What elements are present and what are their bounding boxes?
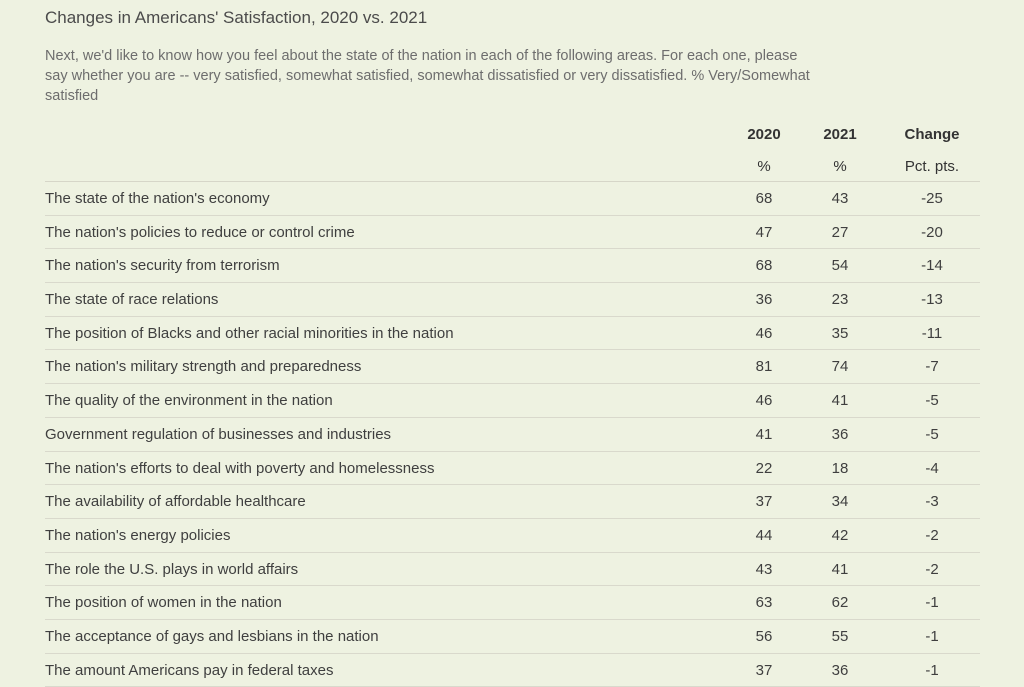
table-row: The nation's security from terrorism 68 54… [45,249,980,284]
column-unit-2021: % [833,158,847,175]
cell-value-2021: 18 [831,459,849,477]
cell-value-2021: 23 [831,291,849,309]
cell-value-2020: 44 [755,526,773,544]
table-row: The amount Americans pay in federal taxe… [45,654,980,687]
column-header-2021: 2021 [823,126,857,143]
column-header-2020: 2020 [747,126,781,143]
row-label: The nation's security from terrorism [45,257,280,275]
table-row: The quality of the environment in the na… [45,384,980,418]
cell-value-change: -1 [925,594,939,612]
table-row: The state of race relations 36 23 -13 [45,283,980,317]
row-label: The amount Americans pay in federal taxe… [45,661,334,679]
cell-value-2020: 41 [755,425,773,443]
cell-value-2021: 54 [831,257,849,275]
row-label: The quality of the environment in the na… [45,392,333,410]
cell-value-change: -11 [921,324,943,342]
cell-value-2021: 41 [831,392,849,410]
cell-value-2020: 81 [755,358,773,376]
chart-subtitle: Next, we'd like to know how you feel abo… [45,48,810,104]
table-row: The nation's energy policies 44 42 -2 [45,519,980,553]
cell-value-change: -2 [925,560,939,578]
cell-value-2020: 37 [755,661,773,679]
row-label: The nation's efforts to deal with povert… [45,459,435,477]
cell-value-2021: 55 [831,627,849,645]
table-row: The state of the nation's economy 68 43 -25 [45,182,980,216]
cell-value-change: -2 [925,526,939,544]
row-label: Government regulation of businesses and … [45,425,392,443]
table-row: The role the U.S. plays in world affairs… [45,553,980,587]
cell-value-2020: 68 [755,190,773,207]
table-row: The nation's military strength and prepa… [45,350,980,385]
table-row: The nation's policies to reduce or contr… [45,216,980,250]
cell-value-2021: 42 [831,526,849,544]
column-unit-2020: % [757,158,771,175]
row-label: The position of women in the nation [45,594,282,612]
cell-value-change: -14 [921,257,943,275]
cell-value-2021: 27 [831,223,849,241]
cell-value-2021: 41 [831,560,849,578]
row-label: The availability of affordable healthcar… [45,493,306,511]
row-label: The state of the nation's economy [45,190,270,207]
cell-value-2021: 34 [831,493,849,511]
cell-value-change: -5 [925,425,939,443]
cell-value-change: -1 [925,661,939,679]
row-label: The nation's military strength and prepa… [45,358,362,376]
cell-value-change: -5 [925,392,939,410]
table-row: The position of Blacks and other racial … [45,317,980,351]
row-label: The nation's energy policies [45,526,231,544]
cell-value-2020: 22 [755,459,773,477]
cell-value-2020: 36 [755,291,773,309]
cell-value-change: -7 [925,358,939,376]
row-label: The nation's policies to reduce or contr… [45,223,355,241]
table-row: Government regulation of businesses and … [45,418,980,452]
chart-title: Changes in Americans' Satisfaction, 2020… [45,8,428,27]
cell-value-2021: 43 [831,190,849,207]
cell-value-2021: 62 [831,594,849,612]
cell-value-change: -4 [925,459,939,477]
cell-value-2021: 36 [831,661,849,679]
table-row: The availability of affordable healthcar… [45,485,980,519]
table-body: The state of the nation's economy 68 43 -25… [45,181,980,687]
cell-value-2020: 46 [755,392,773,410]
cell-value-2020: 56 [755,627,773,645]
cell-value-2021: 36 [831,425,849,443]
row-label: The acceptance of gays and lesbians in t… [45,627,379,645]
cell-value-2021: 35 [831,324,849,342]
table-row: The nation's efforts to deal with povert… [45,452,980,486]
cell-value-2020: 68 [755,257,773,275]
row-label: The role the U.S. plays in world affairs [45,560,299,578]
cell-value-change: -13 [921,291,943,309]
column-unit-change: Pct. pts. [904,158,960,175]
row-label: The position of Blacks and other racial … [45,324,454,342]
table-row: The position of women in the nation 63 62 -… [45,586,980,620]
cell-value-2021: 74 [831,358,849,376]
cell-value-2020: 63 [755,594,773,612]
cell-value-2020: 46 [755,324,773,342]
table-row: The acceptance of gays and lesbians in t… [45,620,980,654]
cell-value-change: -1 [925,627,939,645]
cell-value-change: -25 [921,190,943,207]
cell-value-change: -20 [921,223,943,241]
row-label: The state of race relations [45,291,219,309]
cell-value-2020: 37 [755,493,773,511]
cell-value-2020: 47 [755,223,773,241]
column-header-change: Change [904,126,960,143]
cell-value-change: -3 [925,493,939,511]
cell-value-2020: 43 [755,560,773,578]
